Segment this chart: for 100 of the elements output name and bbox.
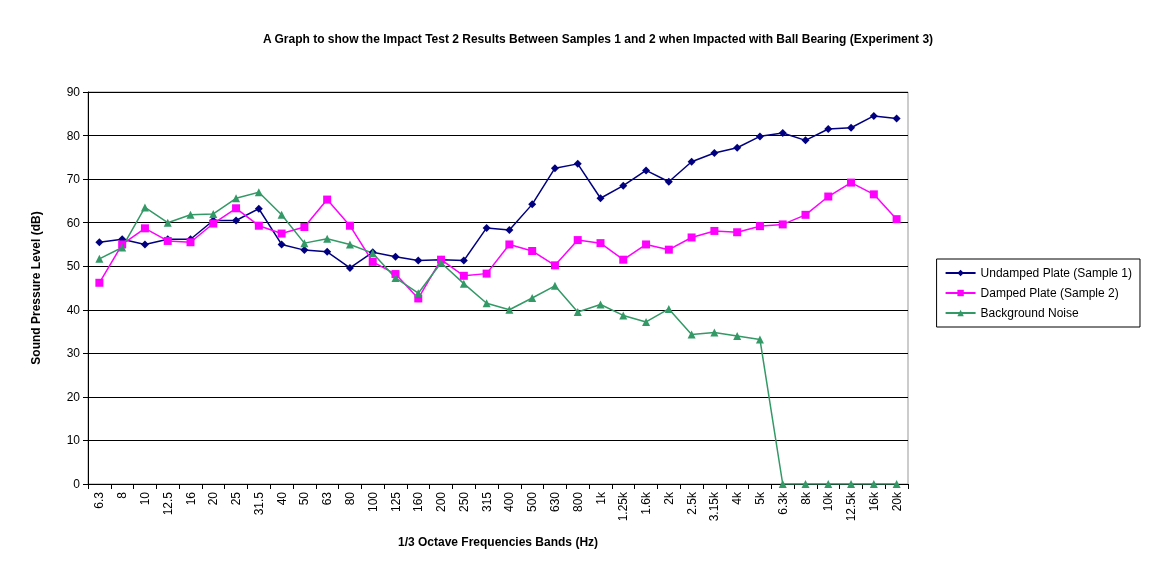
point: [232, 216, 241, 225]
point: [95, 238, 104, 247]
point: [642, 317, 651, 326]
legend-label: Background Noise: [980, 306, 1079, 320]
x-tick-label: 200: [434, 491, 449, 513]
x-tick-label: 1.6k: [639, 491, 654, 515]
point: [95, 278, 104, 287]
point: [892, 480, 901, 488]
legend-label: Damped Plate (Sample 2): [980, 286, 1119, 300]
y-tick-label: 20: [66, 389, 81, 404]
point: [824, 125, 833, 134]
x-tick-label: 16k: [866, 491, 881, 512]
y-tick-label: 70: [66, 172, 81, 187]
x-tick-label: 400: [502, 491, 517, 513]
x-tick-label: 20: [206, 491, 221, 506]
x-tick-label: 100: [365, 491, 380, 513]
x-tick-label: 630: [547, 491, 562, 513]
x-tick-label: 2.5k: [684, 491, 699, 515]
point: [345, 263, 354, 272]
x-tick-label: 250: [456, 491, 471, 513]
x-tick-label: 4k: [730, 491, 745, 505]
point: [323, 247, 332, 256]
x-tick-label: 10k: [821, 491, 836, 512]
x-tick-label: 12.5k: [844, 491, 859, 522]
point: [482, 299, 491, 308]
x-tick-label: 20k: [889, 491, 904, 512]
point: [459, 279, 468, 288]
y-tick-label: 40: [66, 302, 81, 317]
point: [140, 224, 149, 233]
point: [664, 304, 673, 313]
point: [869, 480, 878, 488]
point: [847, 480, 856, 488]
point: [550, 164, 559, 173]
point: [186, 210, 195, 219]
point: [687, 157, 696, 166]
point: [232, 204, 241, 213]
x-tick-label: 31.5: [251, 491, 266, 516]
point: [232, 194, 241, 203]
x-tick-label: 3.15k: [707, 491, 722, 522]
x-tick-label: 8: [115, 491, 130, 499]
x-tick-label: 5k: [752, 491, 767, 505]
y-tick-label: 80: [66, 128, 81, 143]
point: [277, 210, 286, 219]
y-tick-label: 50: [66, 259, 81, 274]
point: [300, 239, 309, 248]
x-tick-label: 16: [183, 491, 198, 506]
point: [892, 215, 901, 224]
point: [664, 245, 673, 254]
point: [642, 240, 651, 249]
point: [869, 111, 878, 120]
point: [505, 305, 514, 314]
x-tick-label: 8k: [798, 491, 813, 505]
point: [254, 221, 263, 230]
y-tick-label: 30: [66, 346, 81, 361]
point: [733, 143, 742, 152]
x-tick-label: 6.3k: [775, 491, 790, 515]
point: [528, 200, 537, 209]
point: [573, 236, 582, 245]
point: [300, 223, 309, 232]
x-tick-label: 315: [479, 491, 494, 513]
point: [573, 307, 582, 316]
x-tick-label: 63: [320, 491, 335, 506]
x-tick-label: 160: [411, 491, 426, 513]
point: [596, 300, 605, 309]
point: [482, 223, 491, 232]
point: [755, 132, 764, 141]
y-tick-label: 10: [66, 433, 81, 448]
point: [847, 123, 856, 132]
x-axis-title: 1/3 Octave Frequencies Bands (Hz): [397, 535, 599, 549]
x-tick-label: 1k: [593, 491, 608, 505]
point: [459, 271, 468, 280]
point: [459, 256, 468, 265]
point: [95, 254, 104, 263]
point: [619, 181, 628, 190]
point: [801, 210, 810, 219]
point: [596, 239, 605, 248]
x-tick-label: 2k: [661, 491, 676, 505]
point: [528, 294, 537, 303]
point: [163, 218, 172, 227]
point: [687, 233, 696, 242]
point: [254, 204, 263, 213]
point: [323, 195, 332, 204]
point: [414, 256, 423, 265]
point: [345, 221, 354, 230]
point: [642, 166, 651, 175]
point: [368, 257, 377, 266]
point: [801, 136, 810, 145]
x-tick-label: 1.25k: [616, 491, 631, 522]
point: [550, 281, 559, 290]
x-tick-label: 800: [570, 491, 585, 513]
point: [733, 331, 742, 340]
x-tick-label: 500: [525, 491, 540, 513]
point: [801, 480, 810, 488]
chart-title: A Graph to show the Impact Test 2 Results Between Samples 1 and 2 when Impacted with Ball Bearing (Experiment 3): [262, 32, 934, 46]
point: [892, 114, 901, 123]
point: [778, 480, 787, 488]
point: [710, 148, 719, 157]
point: [277, 229, 286, 238]
point: [664, 177, 673, 186]
point: [824, 480, 833, 488]
